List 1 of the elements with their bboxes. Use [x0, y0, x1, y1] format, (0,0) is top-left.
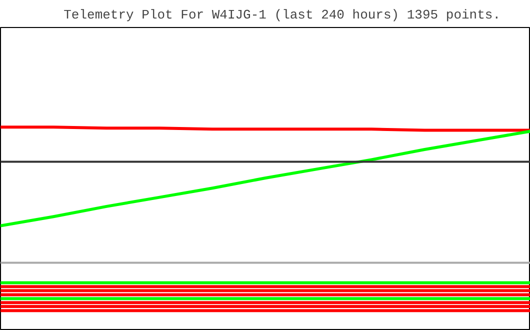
chart-title: Telemetry Plot For W4IJG-1 (last 240 hours) 1395 points. — [64, 8, 501, 22]
